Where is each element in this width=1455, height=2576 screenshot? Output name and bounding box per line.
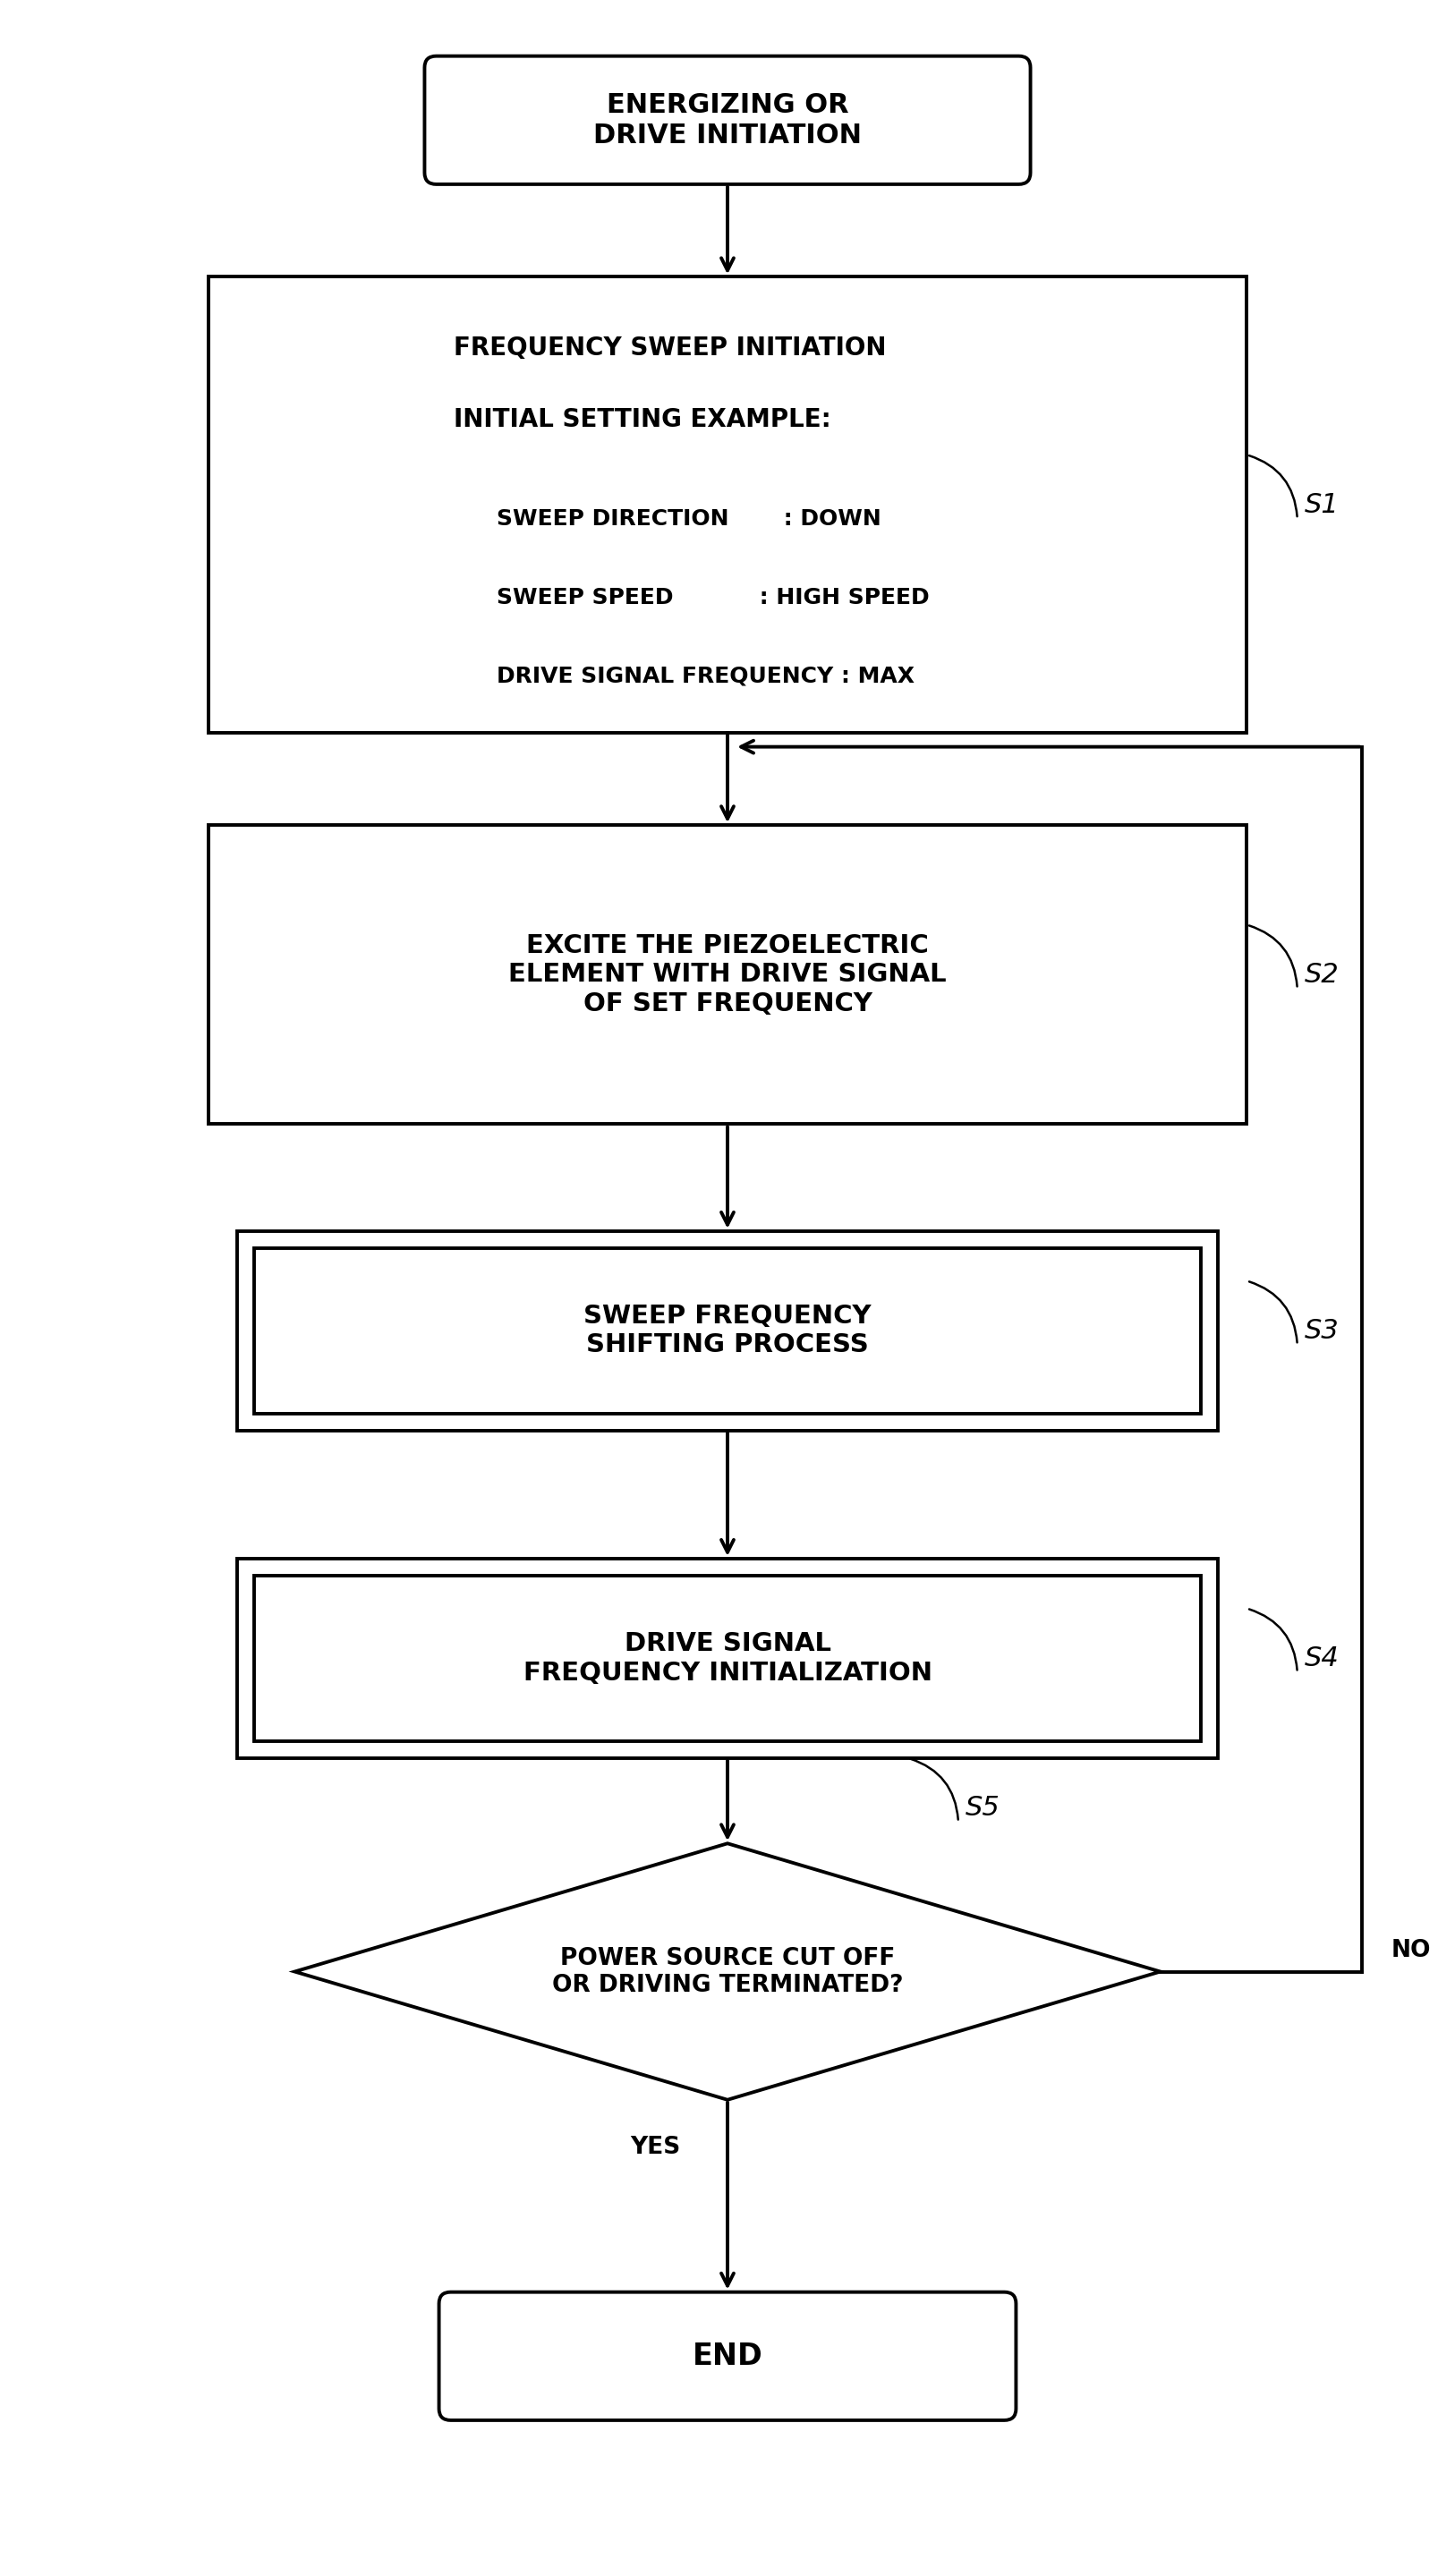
Bar — [208, 276, 1247, 732]
FancyBboxPatch shape — [439, 2293, 1016, 2421]
Text: S1: S1 — [1305, 492, 1339, 518]
Text: ENERGIZING OR
DRIVE INITIATION: ENERGIZING OR DRIVE INITIATION — [594, 93, 861, 149]
Bar — [255, 1577, 1200, 1741]
Text: POWER SOURCE CUT OFF
OR DRIVING TERMINATED?: POWER SOURCE CUT OFF OR DRIVING TERMINAT… — [551, 1947, 904, 1996]
FancyBboxPatch shape — [425, 57, 1030, 185]
Bar — [255, 1249, 1200, 1414]
Text: SWEEP DIRECTION       : DOWN: SWEEP DIRECTION : DOWN — [496, 507, 882, 531]
Bar — [208, 824, 1247, 1123]
Text: NO: NO — [1391, 1940, 1430, 1963]
Bar — [237, 1231, 1218, 1430]
Text: S2: S2 — [1305, 961, 1339, 987]
Polygon shape — [295, 1844, 1160, 2099]
Text: DRIVE SIGNAL
FREQUENCY INITIALIZATION: DRIVE SIGNAL FREQUENCY INITIALIZATION — [522, 1631, 933, 1685]
Text: SWEEP SPEED           : HIGH SPEED: SWEEP SPEED : HIGH SPEED — [496, 587, 930, 608]
Text: FREQUENCY SWEEP INITIATION: FREQUENCY SWEEP INITIATION — [454, 335, 886, 361]
Text: S4: S4 — [1305, 1646, 1339, 1672]
Text: DRIVE SIGNAL FREQUENCY : MAX: DRIVE SIGNAL FREQUENCY : MAX — [496, 665, 915, 685]
Text: YES: YES — [630, 2136, 681, 2159]
Text: S5: S5 — [966, 1795, 1000, 1821]
Bar — [237, 1558, 1218, 1757]
Text: SWEEP FREQUENCY
SHIFTING PROCESS: SWEEP FREQUENCY SHIFTING PROCESS — [583, 1303, 872, 1358]
Text: INITIAL SETTING EXAMPLE:: INITIAL SETTING EXAMPLE: — [454, 407, 831, 433]
Text: END: END — [693, 2342, 762, 2370]
Text: EXCITE THE PIEZOELECTRIC
ELEMENT WITH DRIVE SIGNAL
OF SET FREQUENCY: EXCITE THE PIEZOELECTRIC ELEMENT WITH DR… — [508, 933, 947, 1015]
Text: S3: S3 — [1305, 1319, 1339, 1345]
